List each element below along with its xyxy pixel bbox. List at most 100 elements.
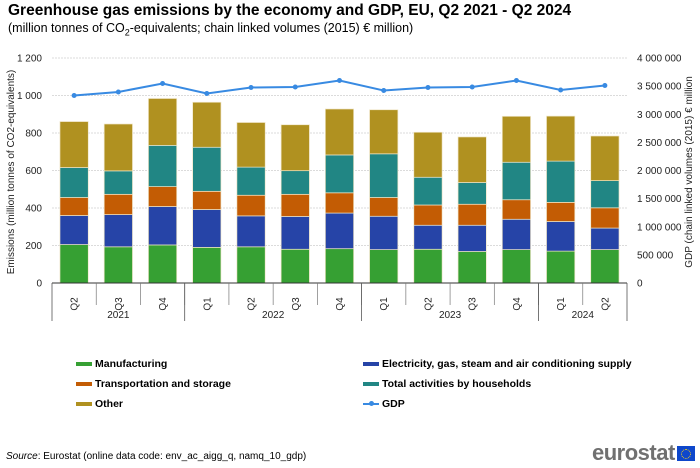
y-tick-label: 800 bbox=[25, 129, 42, 140]
bar-segment bbox=[590, 227, 620, 250]
y-tick-label: 400 bbox=[25, 204, 42, 215]
year-label: 2022 bbox=[262, 310, 285, 321]
chart-subtitle: (million tonnes of CO2-equivalents; chai… bbox=[8, 21, 413, 38]
bar-segment bbox=[103, 193, 133, 215]
y-tick-label: 1 000 bbox=[17, 91, 42, 102]
bar-segment bbox=[369, 109, 399, 155]
y-tick-label: 600 bbox=[25, 166, 42, 177]
x-tick-label: Q1 bbox=[556, 297, 567, 311]
x-tick-label: Q3 bbox=[114, 297, 125, 311]
gdp-point bbox=[513, 78, 519, 83]
y2-tick-label: 3 500 000 bbox=[637, 82, 682, 93]
source-label: Source bbox=[6, 451, 38, 462]
legend-item[interactable]: Other bbox=[76, 398, 123, 410]
bar-segment bbox=[546, 221, 576, 252]
y2-tick-label: 0 bbox=[637, 279, 643, 290]
legend-swatch bbox=[363, 362, 379, 366]
bar-segment bbox=[236, 246, 266, 284]
gdp-point bbox=[337, 78, 342, 83]
bar-segment bbox=[148, 244, 178, 284]
bar-segment bbox=[457, 136, 487, 183]
bar-segment bbox=[103, 170, 133, 195]
gdp-point bbox=[381, 88, 387, 94]
legend-item[interactable]: Transportation and storage bbox=[76, 378, 231, 390]
gdp-point bbox=[602, 83, 608, 89]
source-note: Source: Eurostat (online data code: env_… bbox=[6, 451, 306, 462]
legend-swatch bbox=[76, 382, 92, 386]
bar-segment bbox=[324, 248, 355, 284]
bar-segment bbox=[148, 206, 178, 246]
bar-segment bbox=[280, 248, 310, 284]
y-axis-label: Emissions (million tonnes of CO2-equival… bbox=[6, 70, 17, 275]
eurostat-logo: eurostat bbox=[592, 440, 695, 466]
bar-segment bbox=[148, 186, 178, 207]
y2-tick-label: 1 000 000 bbox=[637, 222, 682, 233]
x-tick-label: Q3 bbox=[468, 297, 479, 311]
y2-tick-label: 500 000 bbox=[637, 250, 674, 261]
bars bbox=[59, 98, 620, 284]
bar-segment bbox=[501, 199, 531, 220]
y2-tick-label: 2 500 000 bbox=[637, 138, 682, 149]
legend-label: Transportation and storage bbox=[95, 378, 231, 390]
legend-line-marker bbox=[369, 401, 374, 406]
gdp-line bbox=[71, 78, 608, 99]
axes: 0 200 400 600 800 1 000 1 200 0 500 000 1 000 000… bbox=[17, 54, 682, 321]
bar-segment bbox=[590, 207, 620, 229]
year-label: 2021 bbox=[107, 310, 130, 321]
bar-segment bbox=[501, 249, 531, 284]
bar-segment bbox=[546, 250, 576, 284]
bar-segment bbox=[501, 218, 531, 250]
bar-segment bbox=[236, 166, 266, 196]
bar-segment bbox=[324, 212, 355, 250]
legend-swatch bbox=[76, 362, 92, 366]
bar-segment bbox=[59, 244, 89, 284]
y-tick-label: 1 200 bbox=[17, 54, 42, 65]
bar-segment bbox=[413, 224, 443, 250]
legend-item[interactable]: Manufacturing bbox=[76, 358, 167, 370]
legend-swatch bbox=[76, 402, 92, 406]
gdp-point bbox=[71, 93, 77, 99]
y2-tick-label: 3 000 000 bbox=[637, 110, 682, 121]
gdp-point bbox=[469, 84, 475, 90]
gdp-point bbox=[248, 84, 254, 90]
logo-text: eurostat bbox=[592, 440, 675, 465]
x-tick-label: Q2 bbox=[423, 297, 434, 311]
gdp-point bbox=[204, 90, 210, 96]
bar-segment bbox=[59, 197, 89, 216]
legend-label: Electricity, gas, steam and air conditio… bbox=[382, 358, 632, 370]
gdp-point bbox=[115, 89, 121, 95]
y2-axis-label: GDP (chain linked volumes (2015) € milli… bbox=[684, 76, 695, 268]
bar-segment bbox=[457, 203, 487, 226]
bar-segment bbox=[369, 197, 399, 217]
year-label: 2023 bbox=[439, 310, 462, 321]
legend-label: GDP bbox=[382, 398, 405, 410]
legend-item[interactable]: GDP bbox=[363, 398, 405, 410]
x-tick-label: Q4 bbox=[158, 297, 169, 311]
legend-item[interactable]: Total activities by households bbox=[363, 378, 531, 390]
legend-label: Other bbox=[95, 398, 124, 410]
gdp-point bbox=[292, 84, 298, 90]
eu-flag-icon bbox=[676, 445, 695, 461]
bar-segment bbox=[59, 121, 89, 168]
bar-segment bbox=[103, 123, 133, 172]
bar-segment bbox=[192, 146, 222, 192]
bar-segment bbox=[236, 215, 266, 248]
bar-segment bbox=[546, 115, 576, 162]
legend-item[interactable]: Electricity, gas, steam and air conditio… bbox=[363, 358, 632, 370]
bar-segment bbox=[236, 122, 266, 168]
bar-segment bbox=[369, 153, 399, 198]
bar-segment bbox=[324, 154, 355, 194]
bar-segment bbox=[59, 167, 89, 198]
y2-tick-label: 1 500 000 bbox=[637, 194, 682, 205]
subtitle-post: -equivalents; chain linked volumes (2015… bbox=[129, 21, 414, 35]
x-tick-label: Q4 bbox=[512, 297, 523, 311]
bar-segment bbox=[369, 249, 399, 284]
bar-segment bbox=[324, 192, 355, 214]
bar-segment bbox=[413, 204, 443, 226]
bar-segment bbox=[590, 180, 620, 209]
x-tick-label: Q1 bbox=[202, 297, 213, 311]
bar-segment bbox=[192, 247, 222, 284]
bar-segment bbox=[457, 224, 487, 252]
bar-segment bbox=[413, 176, 443, 206]
